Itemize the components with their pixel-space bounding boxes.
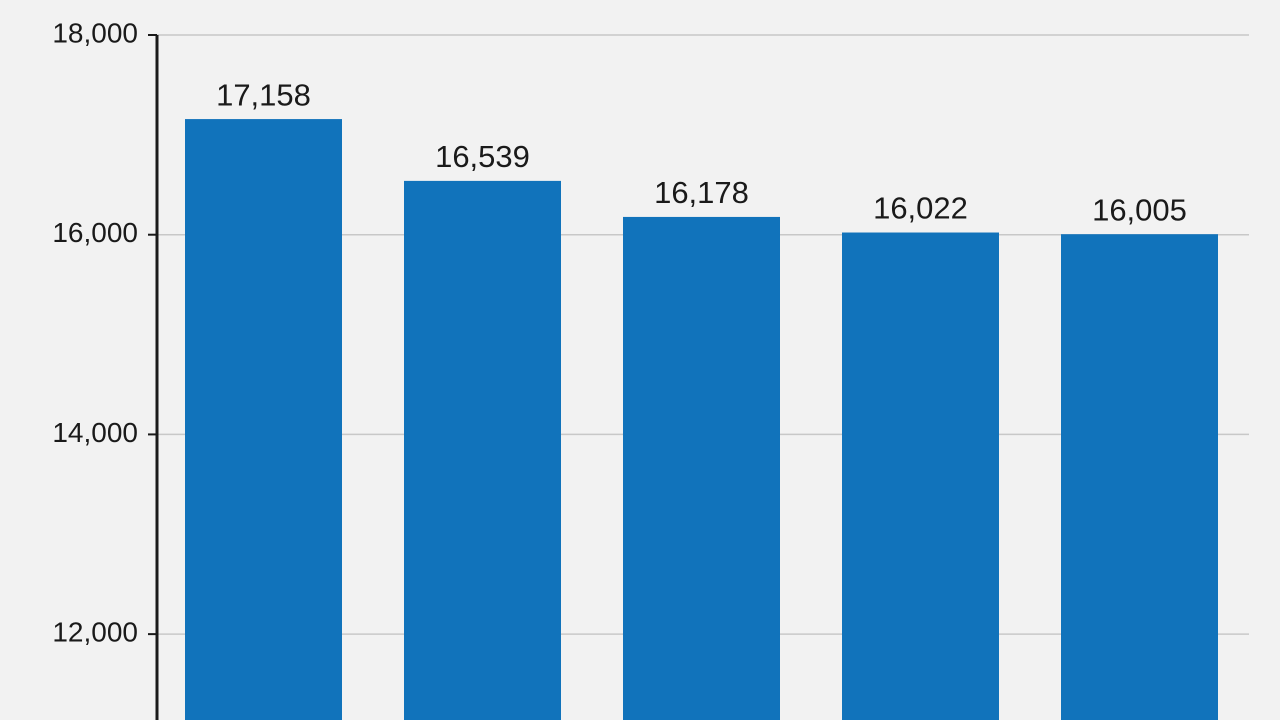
value-label: 16,005 <box>1092 192 1187 227</box>
y-tick-label: 18,000 <box>52 17 138 48</box>
bar <box>623 216 780 720</box>
y-tick-label: 14,000 <box>52 417 138 448</box>
bar <box>404 180 561 720</box>
bar <box>1061 234 1218 720</box>
y-tick-label: 12,000 <box>52 617 138 648</box>
bar <box>842 232 999 720</box>
value-label: 16,178 <box>654 175 749 210</box>
value-label: 16,022 <box>873 191 968 226</box>
bar <box>185 119 342 720</box>
value-label: 16,539 <box>435 139 530 174</box>
value-label: 17,158 <box>216 77 311 112</box>
y-tick-label: 16,000 <box>52 217 138 248</box>
